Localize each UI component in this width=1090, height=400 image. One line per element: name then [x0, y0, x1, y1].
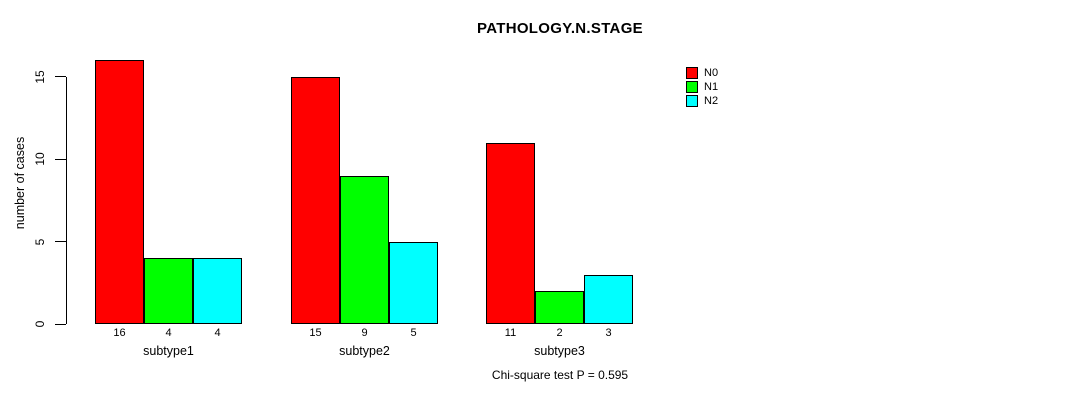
legend-item-n2: N2 — [686, 94, 718, 108]
legend-label: N0 — [704, 66, 719, 79]
bar-n0-subtype1 — [95, 60, 144, 324]
x-category-label: subtype2 — [339, 344, 390, 358]
legend-item-n0: N0 — [686, 66, 718, 80]
bar-value-label: 11 — [504, 327, 517, 339]
legend-swatch-n2 — [686, 95, 698, 107]
bar-value-label: 4 — [214, 327, 221, 339]
chart-title: PATHOLOGY.N.STAGE — [477, 20, 643, 37]
bar-value-label: 9 — [361, 327, 368, 339]
x-category-label: subtype3 — [534, 344, 585, 358]
y-axis-line — [66, 76, 67, 324]
bar-value-label: 16 — [113, 327, 126, 339]
bar-value-label: 2 — [556, 327, 563, 339]
x-category-label: subtype1 — [143, 344, 194, 358]
bar-value-label: 4 — [165, 327, 172, 339]
y-tick-label: 10 — [33, 152, 47, 166]
y-tick — [55, 76, 66, 77]
bar-n0-subtype2 — [291, 76, 340, 324]
bar-n1-subtype3 — [535, 291, 584, 324]
bar-value-label: 15 — [309, 327, 322, 339]
bar-n1-subtype1 — [144, 258, 193, 324]
y-tick-label: 15 — [33, 69, 47, 84]
bar-n2-subtype2 — [389, 241, 438, 324]
y-tick — [55, 323, 66, 325]
y-tick — [55, 158, 66, 160]
bar-n2-subtype1 — [193, 258, 242, 324]
legend-swatch-n0 — [686, 67, 698, 79]
y-tick-label: 0 — [33, 320, 47, 328]
bar-value-label: 3 — [605, 327, 612, 339]
bar-n1-subtype2 — [340, 175, 389, 324]
y-axis-label: number of cases — [13, 136, 27, 230]
bar-n2-subtype3 — [584, 274, 633, 324]
bar-value-label: 5 — [410, 327, 417, 339]
y-tick-label: 5 — [33, 238, 47, 245]
chi-square-annotation: Chi-square test P = 0.595 — [491, 368, 629, 382]
bar-n0-subtype3 — [486, 142, 535, 324]
legend-swatch-n1 — [686, 81, 698, 93]
legend-label: N1 — [704, 80, 719, 93]
y-tick — [55, 241, 66, 242]
legend-item-n1: N1 — [686, 80, 718, 94]
legend-label: N2 — [704, 94, 719, 107]
